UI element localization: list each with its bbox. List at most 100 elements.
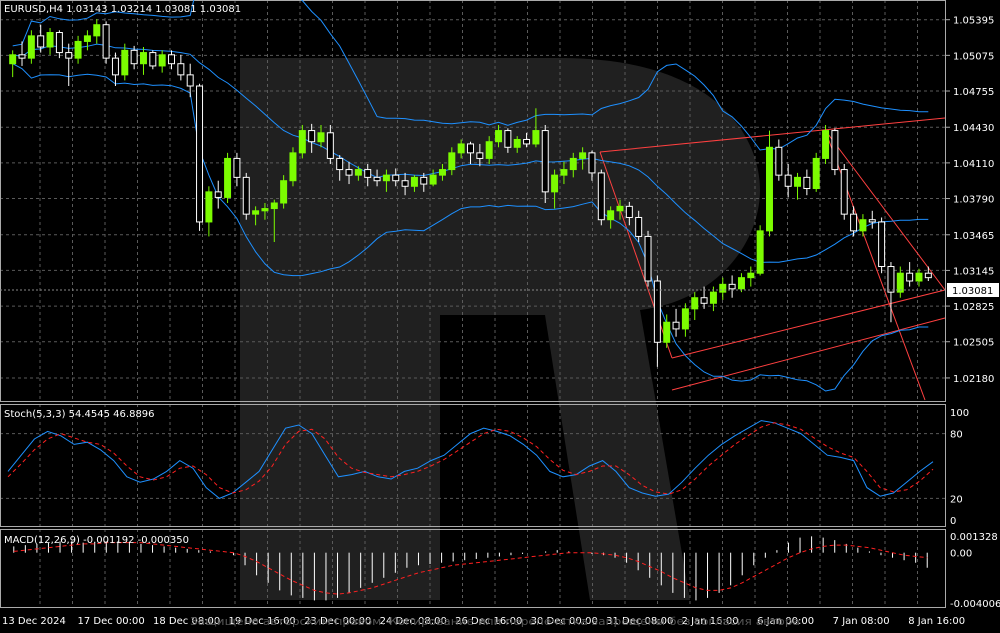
candle-body	[121, 49, 129, 76]
candle-body	[775, 146, 783, 176]
candle-body	[635, 216, 643, 237]
candle-body	[177, 63, 185, 76]
candle-body	[887, 266, 895, 293]
price-axis: 1.05395 1.05075 1.04755 1.04430 1.04110 1.037…	[945, 16, 994, 385]
time-axis: 13 Dec 2024 17 Dec 00:00 18 Dec 08:00 19 De…	[2, 616, 965, 627]
candle-body	[868, 219, 876, 223]
candle-body	[373, 176, 381, 182]
candle-body	[298, 130, 306, 154]
candle-body	[495, 130, 503, 143]
candle-body	[224, 157, 232, 198]
candle-body	[896, 272, 904, 293]
candle-body	[55, 32, 63, 54]
macd-axis: 0.001328 0.00 -0.004006	[950, 532, 1000, 610]
candle-body	[401, 180, 409, 187]
candle-body	[513, 138, 521, 148]
stoch-tick-label: 80	[950, 430, 963, 441]
candles	[9, 19, 932, 367]
candle-body	[326, 132, 334, 159]
candle-body	[65, 52, 73, 59]
time-tick-label: 31 Dec 08:00	[606, 616, 673, 627]
candle-body	[457, 143, 465, 154]
candle-body	[728, 283, 736, 290]
candle-body	[794, 176, 802, 187]
stoch-pane-frame	[0, 404, 946, 527]
macd-bars	[13, 536, 928, 601]
candle-body	[345, 169, 353, 176]
candle-body	[336, 157, 344, 171]
macd-header: MACD(12,26,9) -0.001192 -0.000350	[4, 535, 189, 546]
price-tick-label: 1.04430	[953, 123, 994, 134]
time-tick-label: 2 Jan 16:00	[682, 616, 739, 627]
candle-body	[74, 40, 82, 59]
candle-body	[317, 132, 325, 143]
candle-body	[242, 176, 250, 215]
candle-body	[560, 169, 568, 176]
candle-body	[102, 24, 110, 59]
candle-body	[924, 272, 932, 279]
candle-body	[83, 35, 91, 42]
price-tick-label: 1.03145	[953, 266, 994, 277]
candle-body	[803, 176, 811, 190]
macd-tick-label: -0.004006	[950, 599, 1000, 610]
stochastic-lines	[7, 420, 934, 499]
candle-body	[476, 152, 484, 159]
descending-channel-lower	[824, 129, 946, 291]
current-price-text: 1.03081	[952, 286, 993, 297]
candle-body	[149, 52, 157, 67]
candle-body	[392, 174, 400, 182]
candle-body	[429, 174, 437, 185]
stoch-signal-line	[7, 422, 934, 495]
candle-body	[700, 297, 708, 304]
candle-body	[139, 52, 147, 65]
stoch-tick-label: 20	[950, 494, 963, 505]
candle-body	[438, 169, 446, 176]
candle-body	[37, 35, 45, 48]
time-tick-label: 8 Jan 16:00	[908, 616, 965, 627]
stoch-header: Stoch(5,3,3) 54.4545 46.8896	[4, 409, 155, 420]
time-tick-label: 30 Dec 00:00	[531, 616, 598, 627]
candle-body	[653, 280, 661, 343]
candle-body	[625, 205, 633, 218]
band-lower	[12, 63, 929, 392]
candle-body	[672, 321, 680, 330]
candle-body	[289, 152, 297, 182]
channel-upper-line	[599, 117, 946, 153]
candle-body	[663, 321, 671, 343]
time-tick-label: 23 Dec 00:00	[304, 616, 371, 627]
candle-body	[831, 130, 839, 171]
price-tick-label: 1.02180	[953, 374, 994, 385]
time-tick-label: 13 Dec 2024	[2, 616, 66, 627]
stoch-tick-label: 100	[950, 408, 969, 419]
candle-body	[850, 213, 858, 232]
candle-body	[681, 308, 689, 330]
candle-body	[196, 85, 204, 223]
candle-body	[205, 191, 213, 223]
price-tick-label: 1.03465	[953, 231, 994, 242]
price-tick-label: 1.02505	[953, 338, 994, 349]
candle-body	[354, 169, 362, 176]
macd-pane-frame	[0, 529, 946, 608]
price-tick-label: 1.05395	[953, 16, 994, 27]
candle-body	[158, 54, 166, 67]
time-tick-label: 26 Dec 16:00	[455, 616, 522, 627]
macd-tick-label: 0.00	[950, 549, 972, 560]
candle-body	[737, 277, 745, 290]
candle-body	[130, 49, 138, 65]
candle-body	[691, 297, 699, 310]
current-price-tag: 1.03081	[0, 283, 999, 297]
candle-body	[46, 32, 54, 48]
candle-body	[27, 35, 35, 59]
candle-body	[261, 208, 269, 212]
candle-body	[747, 272, 755, 279]
candle-body	[467, 143, 474, 154]
candle-body	[859, 219, 867, 232]
candle-body	[252, 210, 260, 215]
candle-body	[214, 191, 222, 198]
candle-body	[504, 130, 512, 148]
candle-body	[569, 157, 577, 171]
candle-body	[485, 141, 493, 159]
time-tick-label: 7 Jan 08:00	[833, 616, 890, 627]
price-tick-label: 1.05075	[953, 51, 994, 62]
